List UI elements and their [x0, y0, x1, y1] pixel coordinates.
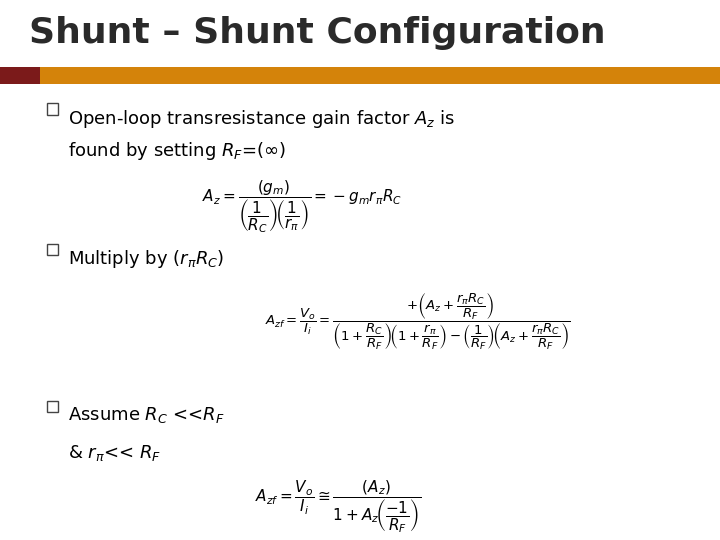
Text: Assume $R_C$ <<$R_F$: Assume $R_C$ <<$R_F$	[68, 405, 225, 425]
Bar	[40, 68, 720, 84]
Bar	[47, 104, 58, 115]
Text: $A_{zf} = \dfrac{V_o}{I_i} \cong \dfrac{(A_z)}{1+A_z\!\left(\dfrac{-1}{R_F}\righ: $A_{zf} = \dfrac{V_o}{I_i} \cong \dfrac{…	[256, 478, 421, 535]
Text: Shunt – Shunt Configuration: Shunt – Shunt Configuration	[29, 16, 606, 50]
Text: Multiply by ($r_\pi R_C$): Multiply by ($r_\pi R_C$)	[68, 248, 225, 271]
Text: $A_{zf} = \dfrac{V_o}{I_i} = \dfrac{+\left(A_z + \dfrac{r_\pi R_C}{R_F}\right)}{: $A_{zf} = \dfrac{V_o}{I_i} = \dfrac{+\le…	[265, 292, 570, 353]
Bar	[47, 401, 58, 412]
Bar	[0, 68, 40, 84]
Text: Open-loop transresistance gain factor $A_z$ is: Open-loop transresistance gain factor $A…	[68, 108, 456, 130]
Bar	[47, 244, 58, 255]
Text: & $r_\pi$<< $R_F$: & $r_\pi$<< $R_F$	[68, 443, 161, 463]
Text: $A_z = \dfrac{(g_m)}{\left(\dfrac{1}{R_C}\right)\!\left(\dfrac{1}{r_\pi}\right)}: $A_z = \dfrac{(g_m)}{\left(\dfrac{1}{R_C…	[202, 178, 402, 235]
Text: found by setting $R_F$=($\infty$): found by setting $R_F$=($\infty$)	[68, 140, 287, 163]
